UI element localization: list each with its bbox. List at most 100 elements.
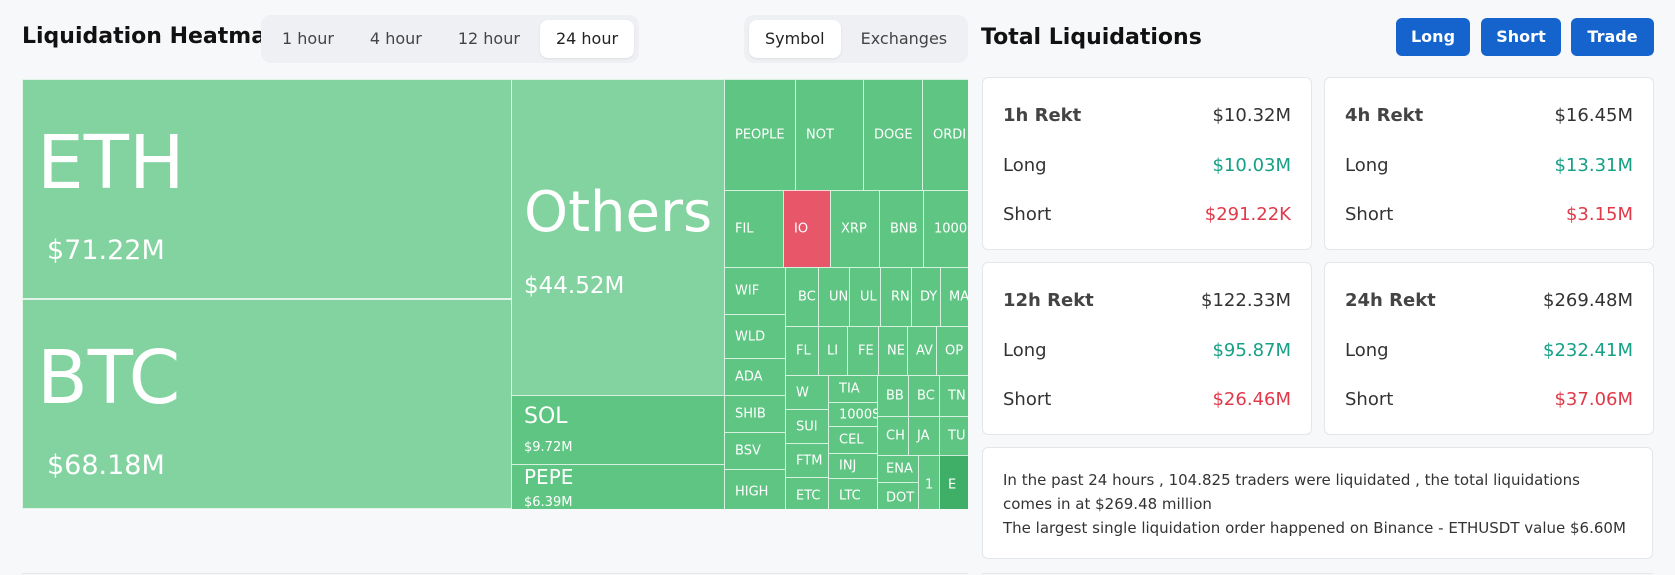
tile-e[interactable]: E bbox=[939, 455, 968, 509]
bottom-divider-left bbox=[22, 573, 968, 574]
tile-others-value: $44.52M bbox=[524, 273, 625, 299]
rekt-card-head: 1h Rekt bbox=[1003, 105, 1082, 126]
tab-12-hour[interactable]: 12 hour bbox=[457, 29, 520, 48]
tile-not[interactable]: NOT bbox=[795, 79, 867, 191]
summary-line-1: In the past 24 hours , 104.825 traders w… bbox=[1003, 471, 1580, 513]
long-label: Long bbox=[1345, 155, 1389, 176]
short-button[interactable]: Short bbox=[1481, 18, 1561, 56]
tile-ftm[interactable]: FTM bbox=[785, 443, 829, 478]
short-value: $3.15M bbox=[1565, 204, 1633, 225]
tile-li[interactable]: LI bbox=[818, 326, 848, 376]
totals-title: Total Liquidations bbox=[981, 25, 1202, 50]
tile-fil[interactable]: FIL bbox=[724, 190, 784, 268]
long-value: $95.87M bbox=[1212, 340, 1291, 361]
tile-pepe-symbol: PEPE bbox=[524, 465, 574, 489]
tile-un[interactable]: UN bbox=[818, 267, 850, 327]
tile-ordi[interactable]: ORDI bbox=[922, 79, 968, 191]
rekt-card-total: $16.45M bbox=[1554, 105, 1633, 126]
tile-fe[interactable]: FE bbox=[847, 326, 879, 376]
tile-ne[interactable]: NE bbox=[878, 326, 908, 376]
short-value: $291.22K bbox=[1204, 204, 1291, 225]
tile-sol-value: $9.72M bbox=[524, 440, 573, 455]
tile-shib[interactable]: SHIB bbox=[724, 395, 786, 433]
tile-ma[interactable]: MA bbox=[940, 267, 968, 327]
tile-ada[interactable]: ADA bbox=[724, 358, 786, 396]
liquidation-heatmap: ETH $71.22M BTC $68.18M Others $44.52M S… bbox=[22, 79, 968, 509]
long-value: $10.03M bbox=[1212, 155, 1291, 176]
tab-exchanges[interactable]: Exchanges bbox=[860, 29, 948, 48]
tile-sol[interactable]: SOL $9.72M bbox=[511, 395, 725, 465]
short-value: $26.46M bbox=[1212, 389, 1291, 410]
tile-tia[interactable]: TIA bbox=[828, 375, 878, 403]
tile-high[interactable]: HIGH bbox=[724, 469, 786, 509]
rekt-card-total: $122.33M bbox=[1201, 290, 1291, 311]
tile-inj[interactable]: INJ bbox=[828, 453, 878, 479]
tile-eth[interactable]: ETH $71.22M bbox=[22, 79, 512, 299]
heatmap-title: Liquidation Heatmap bbox=[22, 24, 282, 49]
tile-bb[interactable]: BB bbox=[877, 375, 909, 417]
tile-w[interactable]: W bbox=[785, 375, 829, 410]
tile-cel[interactable]: CEL bbox=[828, 426, 878, 454]
tile-dot[interactable]: DOT bbox=[877, 482, 919, 509]
long-label: Long bbox=[1345, 340, 1389, 361]
tab-symbol[interactable]: Symbol bbox=[749, 20, 841, 58]
tile-btc-symbol: BTC bbox=[37, 335, 181, 421]
tile-ul[interactable]: UL bbox=[849, 267, 881, 327]
tile-eth-symbol: ETH bbox=[37, 120, 185, 206]
tile-others-symbol: Others bbox=[524, 180, 713, 245]
rekt-card-12h: 12h Rekt $122.33M Long $95.87M Short $26.46… bbox=[982, 262, 1312, 435]
rekt-card-4h: 4h Rekt $16.45M Long $13.31M Short $3.15M bbox=[1324, 77, 1654, 250]
view-tabs: Symbol Exchanges bbox=[744, 15, 969, 63]
tile-av[interactable]: AV bbox=[907, 326, 937, 376]
tile-dy[interactable]: DY bbox=[911, 267, 941, 327]
tile-bnb[interactable]: BNB bbox=[879, 190, 924, 268]
tile-ja[interactable]: JA bbox=[908, 416, 940, 456]
tile-ltc[interactable]: LTC bbox=[828, 478, 878, 509]
tile-1000s[interactable]: 1000S bbox=[828, 402, 878, 427]
tile-tu[interactable]: TU bbox=[939, 416, 968, 456]
short-label: Short bbox=[1003, 204, 1052, 225]
short-label: Short bbox=[1345, 204, 1394, 225]
tile-wld[interactable]: WLD bbox=[724, 314, 786, 359]
long-button[interactable]: Long bbox=[1396, 18, 1470, 56]
tile-others[interactable]: Others $44.52M bbox=[511, 79, 725, 396]
tab-1-hour[interactable]: 1 hour bbox=[282, 29, 334, 48]
bottom-divider-right bbox=[982, 573, 1653, 574]
tile-xrp[interactable]: XRP bbox=[830, 190, 880, 268]
tile-bc2[interactable]: BC bbox=[908, 375, 940, 417]
tile-sui[interactable]: SUI bbox=[785, 409, 829, 444]
rekt-card-24h: 24h Rekt $269.48M Long $232.41M Short $37.0… bbox=[1324, 262, 1654, 435]
rekt-card-head: 24h Rekt bbox=[1345, 290, 1436, 311]
tile-pepe-value: $6.39M bbox=[524, 495, 573, 509]
long-label: Long bbox=[1003, 340, 1047, 361]
tile-ch[interactable]: CH bbox=[877, 416, 909, 456]
tile-doge[interactable]: DOGE bbox=[863, 79, 923, 191]
rekt-card-head: 12h Rekt bbox=[1003, 290, 1094, 311]
rekt-card-total: $10.32M bbox=[1212, 105, 1291, 126]
tile-bc[interactable]: BC bbox=[785, 267, 819, 327]
summary-line-2: The largest single liquidation order hap… bbox=[1003, 519, 1626, 537]
tile-rn[interactable]: RN bbox=[880, 267, 912, 327]
tile-bsv[interactable]: BSV bbox=[724, 432, 786, 470]
short-label: Short bbox=[1003, 389, 1052, 410]
tile-pepe[interactable]: PEPE $6.39M bbox=[511, 464, 725, 509]
tile-tn[interactable]: TN bbox=[939, 375, 968, 417]
rekt-card-total: $269.48M bbox=[1543, 290, 1633, 311]
long-value: $232.41M bbox=[1543, 340, 1633, 361]
tile-ena[interactable]: ENA bbox=[877, 455, 919, 483]
tile-btc[interactable]: BTC $68.18M bbox=[22, 299, 512, 509]
tab-24-hour[interactable]: 24 hour bbox=[539, 20, 635, 58]
tab-4-hour[interactable]: 4 hour bbox=[369, 29, 422, 48]
tile-op[interactable]: OP bbox=[936, 326, 968, 376]
tile-etc[interactable]: ETC bbox=[785, 477, 829, 509]
tile-people[interactable]: PEOPLE bbox=[724, 79, 796, 191]
tile-1[interactable]: 1 bbox=[918, 455, 940, 509]
trade-button[interactable]: Trade bbox=[1571, 18, 1654, 56]
short-label: Short bbox=[1345, 389, 1394, 410]
tile-1000[interactable]: 1000 bbox=[923, 190, 968, 268]
long-value: $13.31M bbox=[1554, 155, 1633, 176]
tile-sol-symbol: SOL bbox=[524, 404, 568, 429]
tile-fl[interactable]: FL bbox=[785, 326, 819, 376]
tile-io[interactable]: IO bbox=[783, 190, 831, 268]
tile-wif[interactable]: WIF bbox=[724, 267, 786, 315]
